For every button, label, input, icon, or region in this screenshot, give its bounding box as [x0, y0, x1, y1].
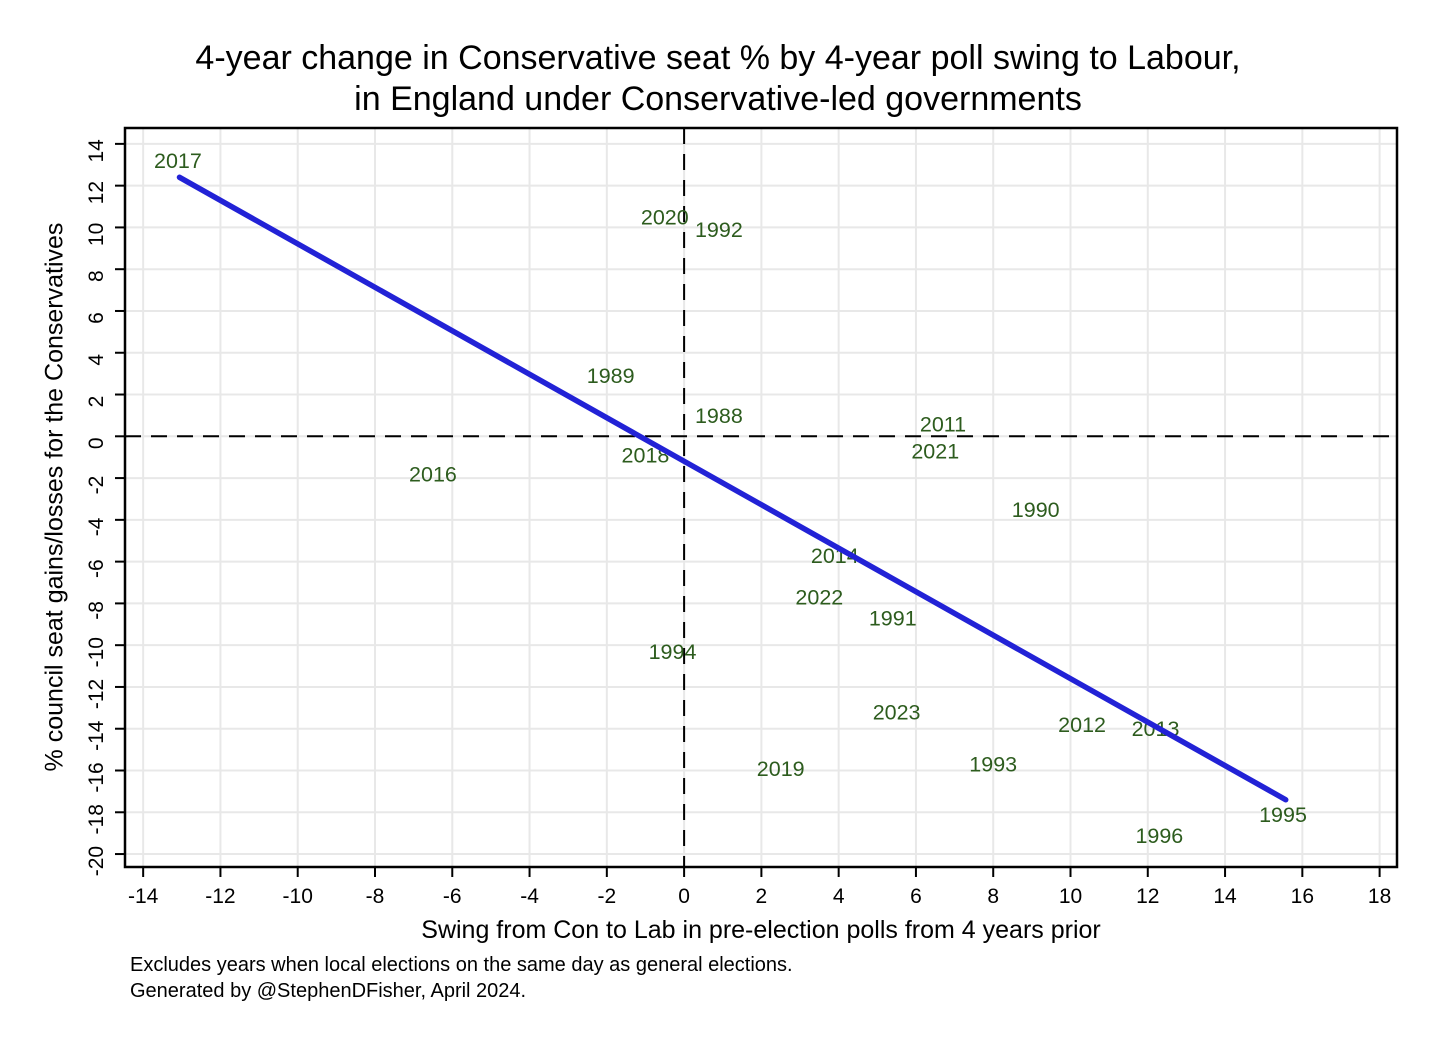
y-tick-label: -8	[85, 601, 108, 620]
fit-line	[176, 174, 1289, 803]
x-tick-label: 18	[1368, 885, 1391, 908]
y-tick-label: -20	[85, 846, 108, 876]
y-tick-label: -16	[85, 762, 108, 792]
x-tick-label: -2	[597, 885, 616, 908]
chart-title-line1: 4-year change in Conservative seat % by …	[195, 39, 1241, 77]
data-point-label: 2019	[757, 757, 805, 781]
data-point-label: 1994	[649, 640, 697, 664]
data-point-label: 2012	[1058, 713, 1106, 737]
data-point-label: 2016	[409, 462, 457, 486]
y-tick-label: -18	[85, 804, 108, 834]
y-tick-label: 6	[85, 312, 108, 324]
x-tick-label: 12	[1136, 885, 1159, 908]
footnote-exclusions: Excludes years when local elections on t…	[130, 954, 793, 976]
x-tick-label: -10	[283, 885, 313, 908]
chart-footnotes: Excludes years when local elections on t…	[130, 952, 793, 1004]
x-tick-label: 6	[910, 885, 922, 908]
plot-frame	[123, 126, 1399, 869]
data-point-label: 1989	[587, 364, 635, 388]
y-tick-label: 12	[85, 181, 108, 204]
data-point-label: 2011	[920, 412, 966, 436]
footnote-credit: Generated by @StephenDFisher, April 2024…	[130, 980, 527, 1002]
y-tick-label: -6	[85, 559, 108, 578]
y-axis-title: % council seat gains/losses for the Cons…	[40, 222, 69, 772]
data-point-label: 2022	[795, 586, 843, 610]
y-tick-label: 14	[85, 139, 108, 163]
y-tick-label: 4	[85, 354, 108, 366]
data-point-label: 1992	[695, 218, 743, 242]
x-tick-label: -4	[520, 885, 539, 908]
chart-title-line2: in England under Conservative-led govern…	[354, 80, 1082, 118]
data-point-label: 1988	[695, 404, 743, 428]
x-tick-label: -8	[366, 885, 385, 908]
y-tick-label: 8	[85, 270, 108, 282]
x-tick-label: 14	[1213, 885, 1237, 908]
data-point-label: 2017	[154, 149, 202, 173]
data-point-label: 1990	[1012, 498, 1060, 522]
data-point-label: 1993	[969, 753, 1017, 777]
data-point-label: 2023	[873, 701, 921, 725]
y-tick-label: 0	[85, 437, 108, 449]
y-tick-label: -4	[85, 517, 108, 536]
data-point-label: 2020	[641, 205, 689, 229]
x-axis-title: Swing from Con to Lab in pre-election po…	[421, 916, 1101, 944]
y-tick-label: 10	[85, 223, 108, 246]
data-point-label: 2021	[911, 439, 959, 463]
x-tick-label: 0	[678, 885, 690, 908]
data-point-label: 1995	[1259, 803, 1307, 827]
x-tick-label: 4	[833, 885, 845, 908]
y-tick-label: -14	[85, 720, 108, 751]
y-tick-label: -2	[85, 476, 108, 495]
x-tick-label: -14	[128, 885, 159, 908]
data-point-label: 1996	[1135, 824, 1183, 848]
chart-title: 4-year change in Conservative seat % by …	[0, 38, 1436, 120]
y-tick-label: -10	[85, 637, 108, 667]
x-tick-label: 16	[1291, 885, 1314, 908]
x-tick-label: 2	[756, 885, 768, 908]
x-tick-label: 10	[1059, 885, 1082, 908]
data-point-label: 1991	[869, 607, 917, 631]
y-tick-label: -12	[85, 679, 108, 709]
x-tick-label: -12	[205, 885, 235, 908]
x-tick-label: 8	[987, 885, 999, 908]
x-tick-label: -6	[443, 885, 462, 908]
y-tick-label: 2	[85, 396, 108, 408]
